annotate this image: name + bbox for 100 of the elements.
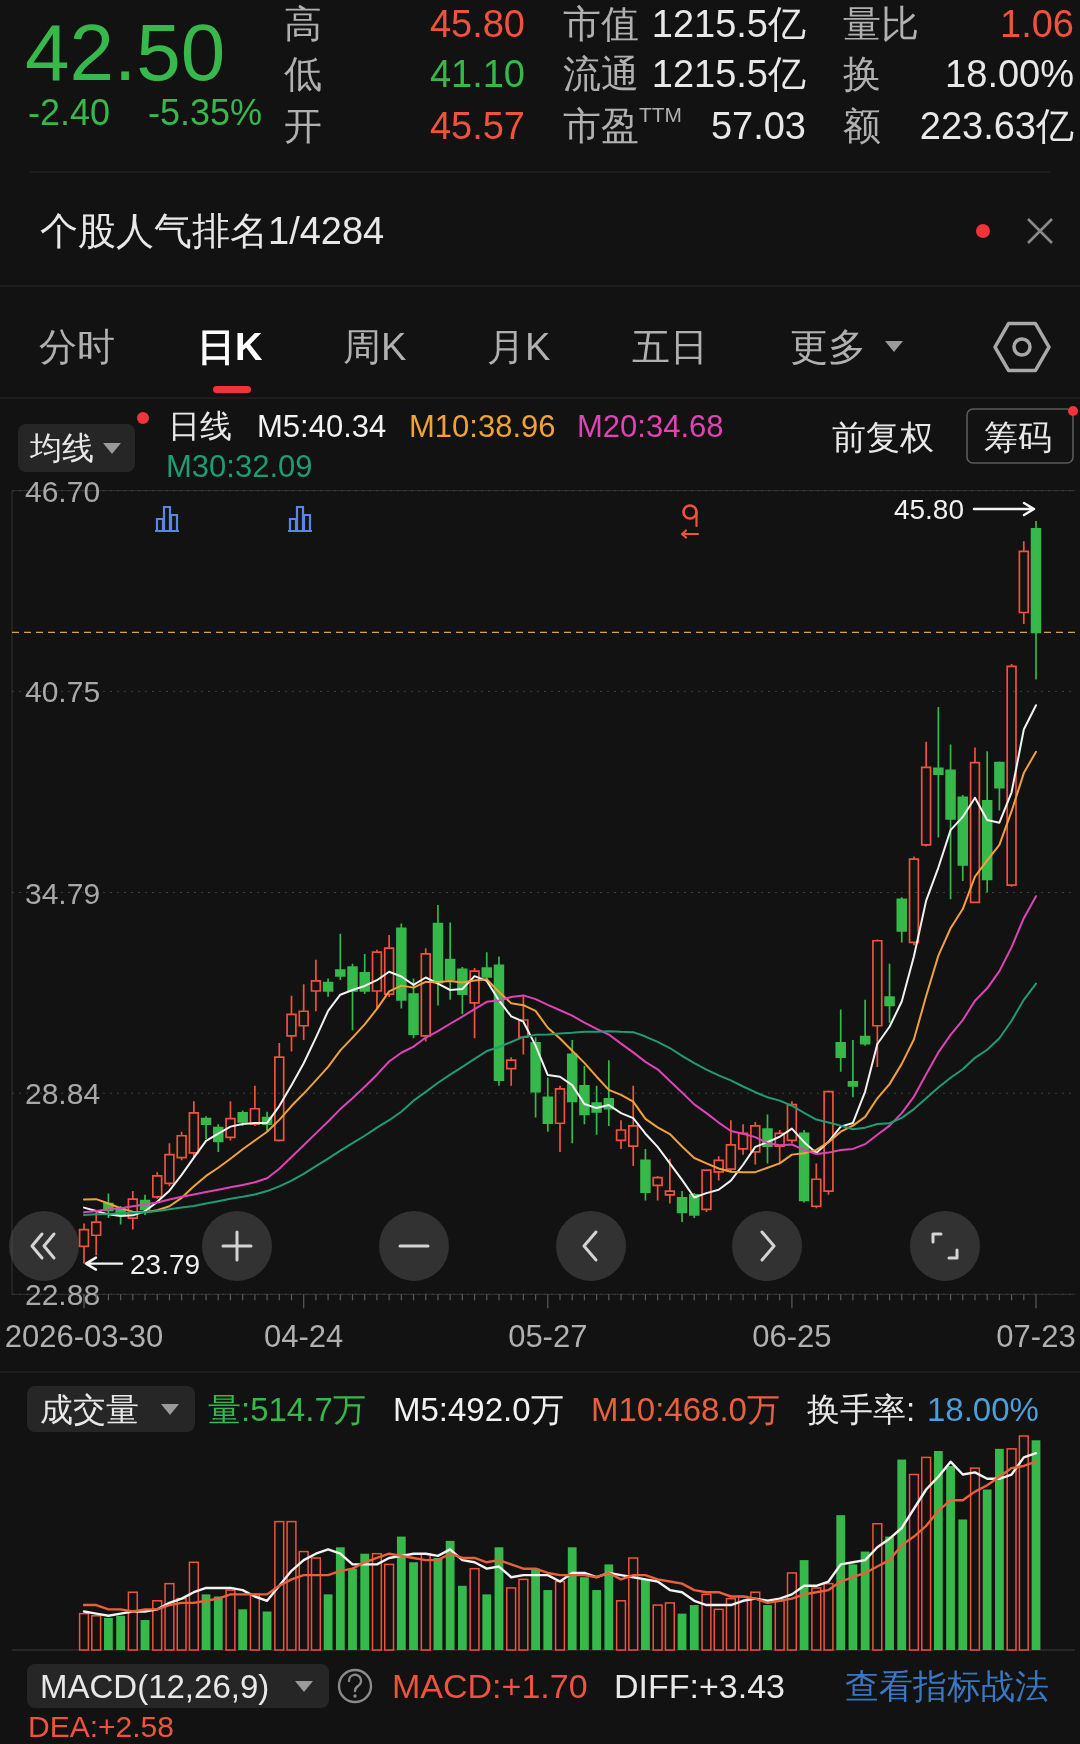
candlestick — [957, 794, 969, 882]
bar — [1006, 1448, 1017, 1651]
bar — [152, 1600, 163, 1651]
x-tick-label: 2026-03-30 — [4, 1318, 164, 1354]
bar — [298, 1550, 309, 1651]
bar — [725, 1597, 737, 1651]
bar — [799, 1560, 809, 1650]
candlestick — [750, 1121, 761, 1166]
bar — [360, 1553, 370, 1650]
text: 日线 — [168, 408, 232, 444]
annotation: 45.80 — [893, 493, 964, 525]
candlestick — [615, 1119, 627, 1150]
x-tick-label: 06-25 — [752, 1318, 832, 1354]
candlestick — [786, 1100, 798, 1145]
text: M10:38.96 — [409, 408, 556, 444]
x-tick-label: 04-24 — [264, 1318, 344, 1354]
text: 高 — [284, 3, 322, 45]
candlestick — [127, 1190, 139, 1231]
text: 1215.5亿 — [651, 53, 806, 95]
text: 更多 — [790, 326, 866, 368]
candlestick — [554, 1084, 566, 1153]
text: 量:514.7万 — [208, 1390, 366, 1428]
candlestick — [530, 1036, 541, 1119]
candlestick — [835, 1008, 846, 1073]
bar — [908, 1473, 920, 1651]
bar — [396, 1536, 406, 1650]
candlestick — [237, 1109, 248, 1127]
candlestick — [994, 760, 1005, 812]
bar — [543, 1590, 553, 1650]
candlestick — [676, 1190, 688, 1223]
candlestick — [872, 938, 883, 1068]
candlestick — [1018, 540, 1030, 625]
bar — [580, 1577, 589, 1650]
candlestick — [725, 1119, 737, 1174]
candlestick — [420, 947, 431, 1043]
text: M5:40.34 — [257, 408, 387, 444]
candlestick — [225, 1100, 236, 1142]
x-tick-label: 05-27 — [508, 1318, 588, 1354]
text: 换 — [843, 53, 881, 95]
candlestick — [151, 1171, 163, 1200]
candlestick — [469, 967, 480, 1040]
y-tick-label: 34.79 — [25, 876, 101, 909]
bar — [91, 1615, 102, 1651]
text: 45.80 — [429, 3, 525, 45]
bar — [249, 1593, 261, 1651]
bar — [1018, 1435, 1029, 1651]
text: 五日 — [632, 326, 708, 368]
candlestick — [689, 1192, 700, 1219]
bar — [213, 1596, 223, 1650]
bar — [628, 1557, 639, 1651]
bar — [104, 1617, 113, 1650]
bar — [641, 1579, 650, 1650]
text: 查看指标战法 — [845, 1667, 1049, 1705]
text: MACD:+1.70 — [392, 1667, 588, 1705]
bar — [946, 1465, 955, 1650]
text: 分时 — [39, 326, 115, 368]
candlestick — [200, 1115, 212, 1140]
text: 个股人气排名1/4284 — [40, 210, 385, 252]
text: 筹码 — [984, 418, 1052, 456]
text: 41.10 — [429, 53, 525, 95]
text: 市盈$^{TTM}$ — [563, 103, 682, 147]
bar — [506, 1587, 517, 1651]
bar — [592, 1590, 602, 1650]
x-tick-label: 07-23 — [996, 1318, 1076, 1354]
bar — [774, 1600, 785, 1651]
candlestick — [444, 921, 456, 1001]
bar — [811, 1587, 822, 1651]
bar — [897, 1459, 907, 1650]
candlestick — [383, 934, 395, 998]
bar — [188, 1561, 199, 1651]
candlestick — [652, 1175, 663, 1202]
candlestick — [249, 1084, 261, 1127]
bar — [140, 1620, 150, 1650]
text: DIFF:+3.43 — [614, 1667, 786, 1705]
text: 月K — [487, 326, 551, 368]
candlestick — [908, 855, 920, 946]
bar — [750, 1591, 761, 1651]
bar — [860, 1551, 870, 1650]
text: M10:468.0万 — [591, 1390, 780, 1428]
bar — [969, 1467, 981, 1651]
text: 18.00% — [945, 53, 1074, 95]
bar — [823, 1582, 834, 1651]
text: DEA:+2.58 — [28, 1709, 174, 1743]
y-tick-label: 46.70 — [25, 474, 101, 508]
bar — [567, 1547, 577, 1650]
bar — [652, 1604, 663, 1651]
y-tick-label: 22.88 — [25, 1277, 101, 1311]
bar — [335, 1547, 345, 1650]
text: 18.00% — [927, 1390, 1039, 1428]
candlestick — [566, 1039, 578, 1145]
bar — [689, 1605, 699, 1650]
candlestick — [981, 750, 993, 894]
text: 日K — [197, 326, 263, 368]
candlestick — [1006, 663, 1017, 888]
candlestick — [859, 998, 871, 1047]
text: 市值 — [563, 3, 639, 45]
text: 前复权 — [832, 418, 934, 456]
bar — [262, 1611, 272, 1650]
text: 流通 — [563, 53, 639, 95]
y-tick-label: 40.75 — [25, 674, 101, 708]
